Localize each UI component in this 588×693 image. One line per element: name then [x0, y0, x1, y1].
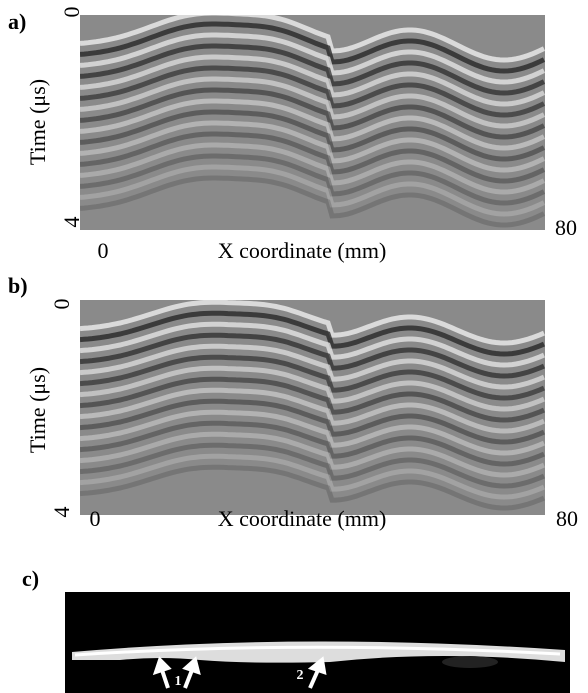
annotation: 2 — [297, 668, 304, 683]
x-tick-label: 80 — [555, 215, 577, 240]
wave-band — [80, 387, 545, 434]
wave-band — [80, 175, 545, 228]
bone-edge — [74, 645, 561, 657]
arrows — [152, 656, 327, 689]
y-axis-label: Time (μs) — [25, 367, 50, 453]
wave-band — [80, 76, 545, 129]
y-tick-label: 0 — [59, 7, 84, 18]
wave-band — [80, 310, 545, 357]
x-tick-label: 0 — [98, 238, 109, 263]
y-tick-label: 0 — [49, 299, 74, 310]
wave-band — [80, 15, 545, 63]
panel-label: c) — [22, 566, 39, 591]
wave-band — [80, 32, 545, 85]
x-axis-label: X coordinate (mm) — [218, 238, 387, 263]
x-tick-label: 80 — [556, 506, 578, 531]
wave-band — [80, 98, 545, 151]
wave-band — [80, 120, 545, 173]
wave-band — [80, 431, 545, 478]
wave-band — [80, 420, 545, 467]
wave-band — [80, 332, 545, 379]
wave-band — [80, 409, 545, 456]
panel-label: a) — [8, 9, 26, 34]
wave-band — [80, 21, 545, 74]
wave-band — [80, 153, 545, 206]
wave-band — [80, 65, 545, 118]
wave-band — [80, 54, 545, 107]
wave-band — [80, 398, 545, 445]
wave-band — [80, 164, 545, 217]
wave-band — [80, 142, 545, 195]
wave-band — [80, 43, 545, 96]
y-axis-label: Time (μs) — [25, 79, 50, 165]
y-tick-label: 4 — [59, 217, 84, 228]
x-tick-label: 0 — [90, 506, 101, 531]
annotation: 1 — [175, 674, 182, 689]
wave-band — [80, 300, 545, 346]
waveform-image — [80, 300, 545, 511]
wave-band — [80, 321, 545, 368]
wave-band — [80, 442, 545, 489]
wave-band — [80, 376, 545, 423]
wave-band — [80, 87, 545, 140]
wave-band — [80, 365, 545, 412]
waveform-image — [80, 15, 545, 228]
wave-band — [80, 354, 545, 401]
y-tick-label: 4 — [49, 507, 74, 518]
bone-void — [442, 656, 498, 668]
panel-label: b) — [8, 273, 28, 298]
wave-band — [80, 453, 545, 500]
wave-band — [80, 464, 545, 511]
wave-band — [80, 131, 545, 184]
x-axis-label: X coordinate (mm) — [218, 506, 387, 531]
wave-band — [80, 109, 545, 162]
wave-band — [80, 343, 545, 390]
